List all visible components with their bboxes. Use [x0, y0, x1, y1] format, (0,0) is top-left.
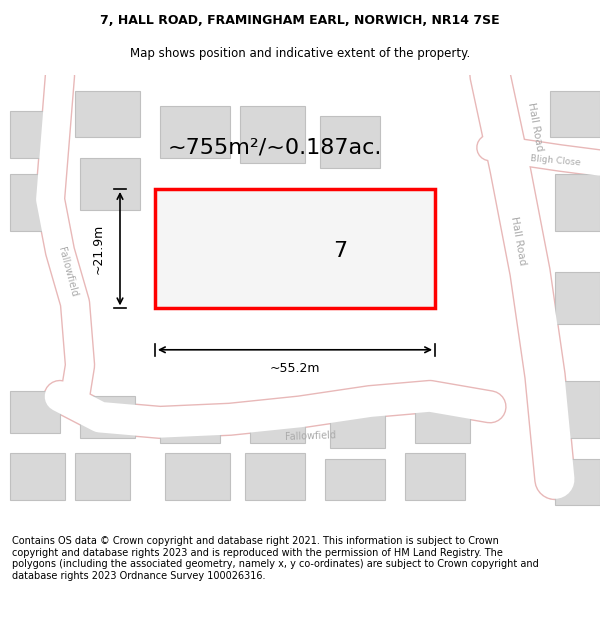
Bar [10, 111, 65, 158]
Text: Fallowfield: Fallowfield [284, 430, 336, 442]
Text: Hall Road: Hall Road [509, 216, 527, 266]
Bar [555, 174, 600, 231]
Bar [250, 407, 305, 443]
Bar [405, 454, 465, 500]
Bar [330, 412, 385, 448]
Bar [350, 251, 400, 288]
Text: Fallowfield: Fallowfield [56, 246, 79, 298]
Bar [245, 454, 305, 500]
Text: 7: 7 [333, 241, 347, 261]
Bar [555, 381, 600, 438]
Bar [75, 454, 130, 500]
Text: Map shows position and indicative extent of the property.: Map shows position and indicative extent… [130, 48, 470, 61]
Bar [325, 459, 385, 500]
Bar [160, 407, 220, 443]
Bar [555, 272, 600, 324]
Bar [80, 396, 135, 438]
Text: 7, HALL ROAD, FRAMINGHAM EARL, NORWICH, NR14 7SE: 7, HALL ROAD, FRAMINGHAM EARL, NORWICH, … [100, 14, 500, 28]
Text: Hall Road: Hall Road [526, 102, 544, 152]
Text: ~21.9m: ~21.9m [91, 224, 104, 274]
Bar [415, 407, 470, 443]
Bar [240, 106, 305, 163]
Text: Contains OS data © Crown copyright and database right 2021. This information is : Contains OS data © Crown copyright and d… [12, 536, 539, 581]
Bar [10, 391, 60, 432]
Bar [10, 174, 60, 231]
Bar [550, 91, 600, 138]
Bar [555, 459, 600, 506]
Bar [80, 158, 140, 210]
Bar [75, 91, 140, 138]
Text: Bligh Close: Bligh Close [530, 154, 580, 168]
Bar [320, 116, 380, 168]
Bar [165, 454, 230, 500]
Bar [155, 189, 435, 308]
Text: ~755m²/~0.187ac.: ~755m²/~0.187ac. [168, 138, 382, 158]
Bar [165, 231, 220, 288]
Bar [10, 454, 65, 500]
Bar [240, 231, 350, 288]
Text: ~55.2m: ~55.2m [270, 362, 320, 375]
Bar [160, 106, 230, 158]
